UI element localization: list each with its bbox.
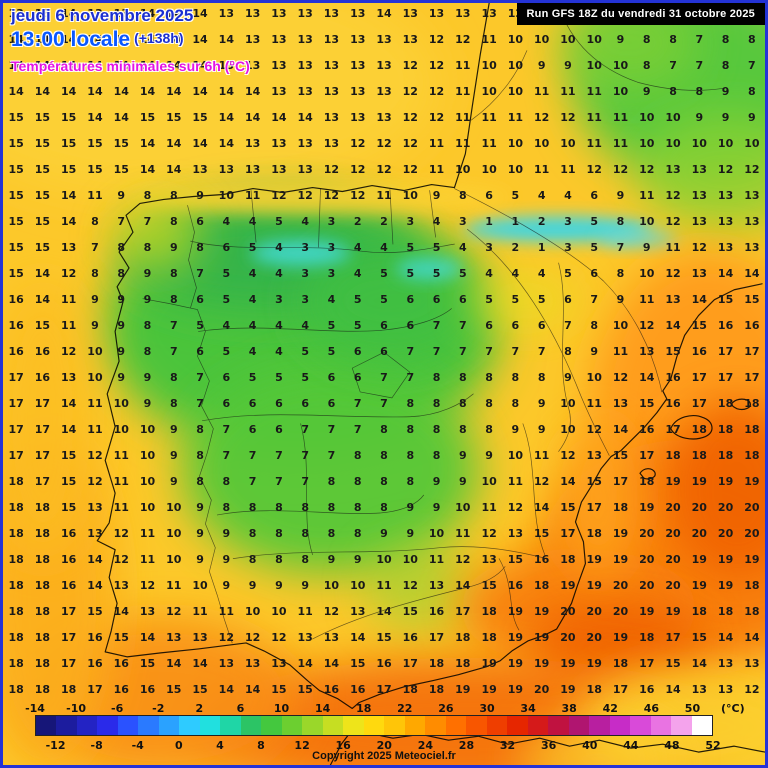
scale-cell	[527, 716, 549, 735]
scale-tick-label: -10	[66, 702, 87, 715]
scale-cell	[445, 716, 467, 735]
scale-cell	[281, 716, 303, 735]
scale-cell	[486, 716, 508, 735]
temperature-map-canvas	[3, 3, 765, 765]
scale-tick-label: 30	[479, 702, 495, 715]
map-header: jeudi 6 novembre 2025 13:00 locale (+138h…	[11, 6, 250, 74]
local-time-label: 13:00 locale	[11, 28, 131, 51]
scale-cell	[404, 716, 426, 735]
scale-tick-label: 6	[236, 702, 245, 715]
scale-tick-label: 46	[643, 702, 660, 715]
date-label: jeudi 6 novembre 2025	[11, 6, 194, 25]
scale-cell	[650, 716, 672, 735]
scale-cell	[343, 716, 364, 735]
scale-cell	[261, 716, 282, 735]
scale-cell	[507, 716, 528, 735]
scale-tick-label: -4	[131, 739, 144, 752]
scale-cell	[671, 716, 692, 735]
scale-cell	[97, 716, 118, 735]
scale-cell	[36, 716, 57, 735]
scale-tick-label: 14	[314, 702, 331, 715]
scale-cell	[179, 716, 200, 735]
color-scale-bar	[35, 715, 713, 736]
scale-tick-label: 8	[257, 739, 265, 752]
scale-cell	[322, 716, 344, 735]
scale-cell	[240, 716, 262, 735]
scale-cell	[568, 716, 590, 735]
internal-borders	[142, 4, 724, 644]
map-subtitle: Températures minimales sur 6h (°C)	[11, 58, 250, 74]
scale-tick-label: 22	[397, 702, 413, 715]
scale-cell	[76, 716, 98, 735]
scale-tick-label: 26	[438, 702, 454, 715]
scale-tick-label: 34	[520, 702, 536, 715]
scale-tick-label: 44	[623, 739, 639, 752]
scale-tick-label: 18	[356, 702, 372, 715]
scale-tick-label: 32	[499, 739, 516, 752]
temperature-field-blobs	[3, 3, 765, 765]
scale-tick-label: 28	[458, 739, 475, 752]
scale-tick-label: 38	[561, 702, 577, 715]
scale-tick-label: 48	[664, 739, 680, 752]
scale-cell	[158, 716, 180, 735]
scale-cell	[691, 716, 712, 735]
scale-cell	[117, 716, 139, 735]
scale-cell	[630, 716, 651, 735]
scale-cell	[609, 716, 631, 735]
scale-tick-label: 20	[376, 739, 392, 752]
scale-tick-label: 24	[417, 739, 434, 752]
scale-tick-label: 12	[294, 739, 310, 752]
scale-tick-label: 4	[216, 739, 224, 752]
scale-tick-label: -6	[111, 702, 124, 715]
scale-tick-label: -14	[25, 702, 45, 715]
scale-tick-label: 50	[684, 702, 701, 715]
scale-tick-label: 0	[174, 739, 183, 752]
scale-cell	[302, 716, 323, 735]
scale-cell	[589, 716, 610, 735]
scale-cell	[548, 716, 569, 735]
scale-cell	[199, 716, 221, 735]
scale-tick-label: -8	[90, 739, 103, 752]
scale-top-labels: -14 -10 -6 -2 2 6 10 14 18 22 26 30 34 38 42 46 50	[25, 702, 713, 715]
scale-tick-label: -2	[152, 702, 165, 715]
scale-tick-label: 40	[582, 739, 598, 752]
scale-tick-label: 36	[540, 739, 557, 752]
scale-cell	[56, 716, 77, 735]
time-label: 13:00 locale (+138h)	[11, 28, 250, 52]
copyright: Copyright 2025 Meteociel.fr	[312, 750, 456, 762]
scale-cell	[425, 716, 446, 735]
scale-tick-label: -12	[45, 739, 66, 752]
scale-tick-label: 52	[705, 739, 721, 752]
run-info-box: Run GFS 18Z du vendredi 31 octobre 2025	[516, 3, 765, 25]
scale-cell	[138, 716, 159, 735]
scale-cell	[363, 716, 385, 735]
forecast-offset-label: (+138h)	[134, 30, 184, 46]
scale-tick-label: 16	[335, 739, 351, 752]
scale-cell	[384, 716, 405, 735]
unit-label: (°C)	[721, 702, 745, 715]
scale-bottom-labels: -12 -8 -4 0 4 8 12 16 20 24 28 32 36 40 44 48 52	[35, 739, 721, 752]
scale-tick-label: 2	[195, 702, 204, 715]
run-info-label: Run GFS 18Z du vendredi 31 octobre 2025	[526, 8, 755, 20]
scale-tick-label: 10	[273, 702, 290, 715]
scale-tick-label: 42	[602, 702, 618, 715]
scale-cell	[220, 716, 241, 735]
scale-cell	[466, 716, 487, 735]
